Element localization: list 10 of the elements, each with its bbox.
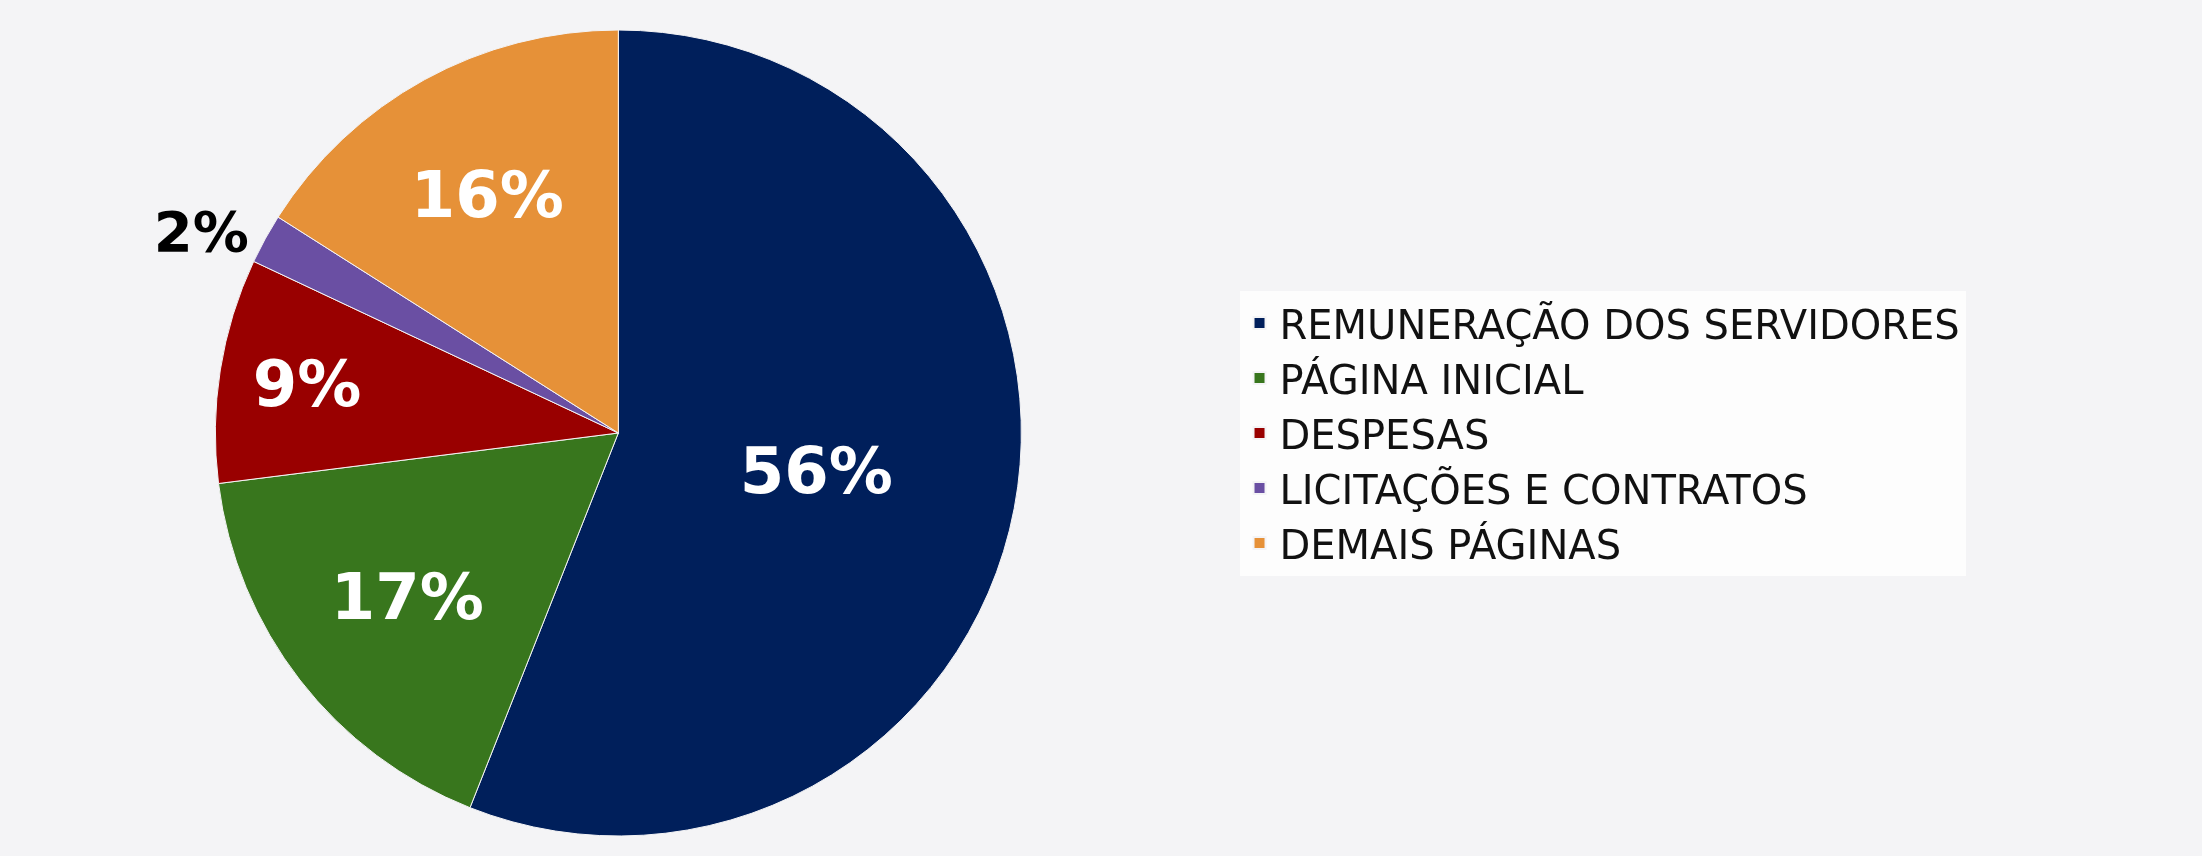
data-label: 56% <box>739 433 893 508</box>
legend-label: DEMAIS PÁGINAS <box>1279 520 1622 568</box>
legend-label: DESPESAS <box>1279 411 1490 458</box>
data-label: 17% <box>330 559 484 634</box>
data-label: 2% <box>153 198 249 264</box>
legend-label: LICITAÇÕES E CONTRATOS <box>1279 465 1808 513</box>
data-label: 9% <box>252 346 362 421</box>
data-label: 16% <box>410 157 564 232</box>
legend-label: PÁGINA INICIAL <box>1279 355 1585 403</box>
legend-label: REMUNERAÇÃO DOS SERVIDORES <box>1279 300 1960 348</box>
